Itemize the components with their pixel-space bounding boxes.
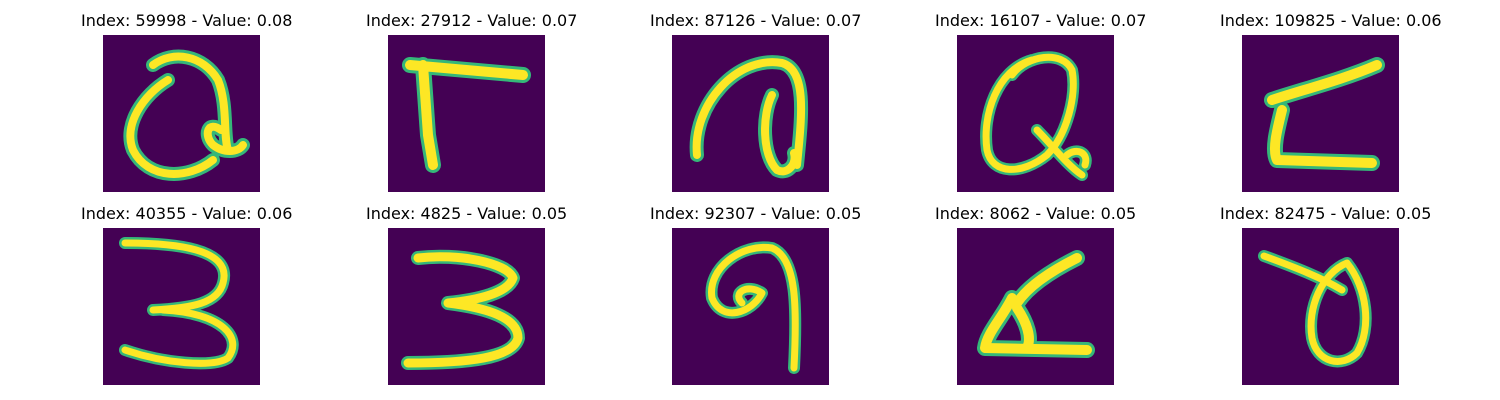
digit-strokes bbox=[1257, 250, 1372, 368]
panel-10: Index: 82475 - Value: 0.05 bbox=[1220, 204, 1432, 391]
panel-title: Index: 27912 - Value: 0.07 bbox=[366, 11, 578, 30]
panel-5: Index: 109825 - Value: 0.06 bbox=[1220, 11, 1442, 198]
panel-title: Index: 8062 - Value: 0.05 bbox=[935, 204, 1137, 223]
digit-strokes bbox=[118, 237, 239, 370]
digit-strokes bbox=[689, 55, 808, 179]
panel-title: Index: 87126 - Value: 0.07 bbox=[650, 11, 862, 30]
digit-strokes bbox=[122, 49, 250, 181]
panel-6: Index: 40355 - Value: 0.06 bbox=[81, 204, 293, 391]
panel-title: Index: 4825 - Value: 0.05 bbox=[366, 204, 568, 223]
panel-3: Index: 87126 - Value: 0.07 bbox=[650, 11, 862, 198]
digit-image bbox=[387, 228, 545, 385]
digit-image bbox=[1241, 228, 1399, 385]
digit-image bbox=[102, 35, 260, 192]
panel-title: Index: 109825 - Value: 0.06 bbox=[1220, 11, 1442, 30]
digit-image bbox=[671, 35, 829, 192]
digit-strokes bbox=[400, 249, 525, 370]
digit-strokes bbox=[1263, 57, 1385, 171]
panel-title: Index: 59998 - Value: 0.08 bbox=[81, 11, 293, 30]
panel-title: Index: 82475 - Value: 0.05 bbox=[1220, 204, 1432, 223]
digit-strokes bbox=[979, 51, 1092, 181]
digit-strokes bbox=[401, 57, 531, 173]
digit-image bbox=[956, 35, 1114, 192]
digit-strokes bbox=[976, 250, 1095, 358]
panel-title: Index: 40355 - Value: 0.06 bbox=[81, 204, 293, 223]
panel-title: Index: 92307 - Value: 0.05 bbox=[650, 204, 862, 223]
panel-4: Index: 16107 - Value: 0.07 bbox=[935, 11, 1147, 198]
digit-strokes bbox=[705, 241, 801, 374]
digit-image bbox=[671, 228, 829, 385]
panel-8: Index: 92307 - Value: 0.05 bbox=[650, 204, 862, 391]
panel-7: Index: 4825 - Value: 0.05 bbox=[366, 204, 568, 391]
panel-title: Index: 16107 - Value: 0.07 bbox=[935, 11, 1147, 30]
digit-image bbox=[102, 228, 260, 385]
panel-9: Index: 8062 - Value: 0.05 bbox=[935, 204, 1137, 391]
panel-2: Index: 27912 - Value: 0.07 bbox=[366, 11, 578, 198]
digit-image bbox=[956, 228, 1114, 385]
panel-1: Index: 59998 - Value: 0.08 bbox=[81, 11, 293, 198]
digit-image bbox=[387, 35, 545, 192]
digit-image bbox=[1241, 35, 1399, 192]
